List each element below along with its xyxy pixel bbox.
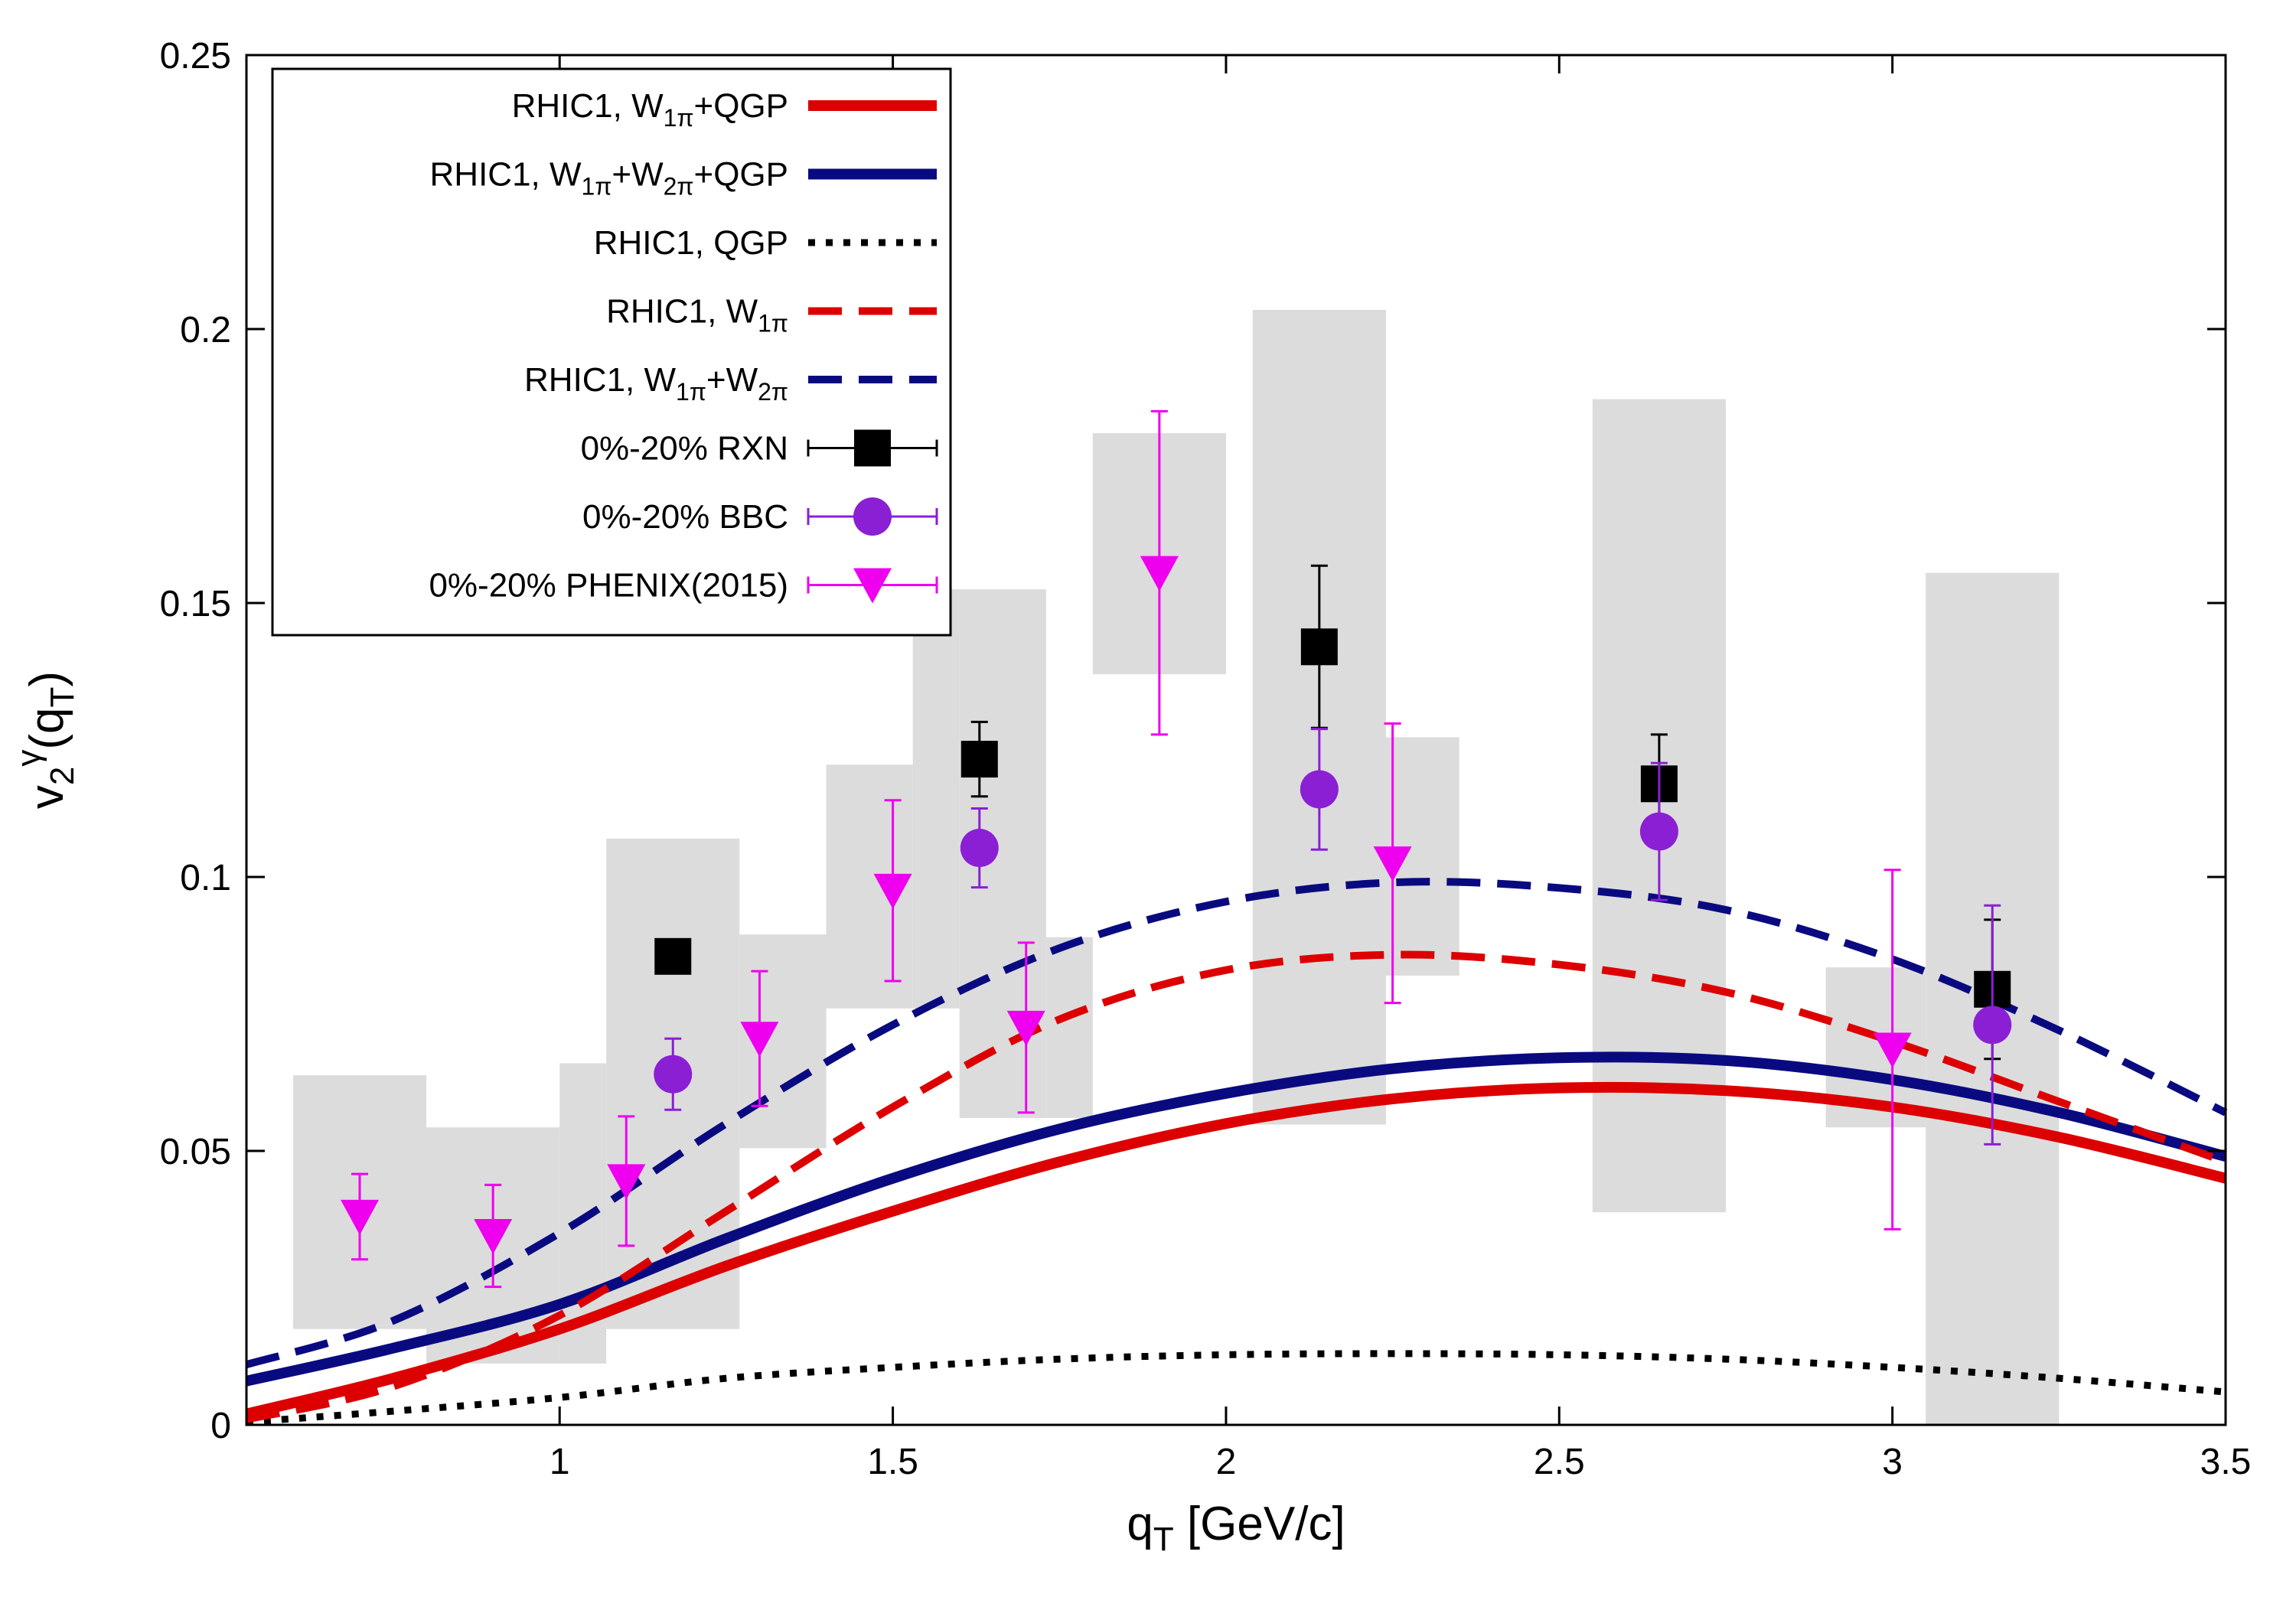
legend-label-part: 1π xyxy=(676,378,706,406)
systematic-box xyxy=(912,589,960,1009)
plot-frame xyxy=(245,54,2227,1426)
marker-phenix2015 xyxy=(873,873,912,909)
legend-label-part: +W xyxy=(706,361,758,399)
legend-label-part: RHIC1, W xyxy=(606,293,758,331)
legend-label-w1pi-w2pi-qgp: RHIC1, W1π+W2π+QGP xyxy=(430,156,788,200)
x-tick-label: 2.5 xyxy=(1534,1442,1585,1482)
y-axis-label-paren-sub: T xyxy=(44,687,81,708)
x-axis-label-main: q xyxy=(1127,1498,1153,1550)
x-tick-label: 1.5 xyxy=(867,1442,918,1482)
data-points xyxy=(341,409,2012,1289)
legend-label-w1pi: RHIC1, W1π xyxy=(606,293,788,337)
marker-phenix2015 xyxy=(474,1218,513,1254)
legend-label-part: 2π xyxy=(664,173,694,200)
legend-label-part: 1π xyxy=(664,104,694,132)
legend-label-rxn: 0%-20% RXN xyxy=(581,430,788,468)
marker-phenix2015 xyxy=(1873,1032,1912,1068)
x-axis-label: qT [GeV/c] xyxy=(1127,1498,1345,1558)
legend-label-part: 2π xyxy=(758,378,788,406)
legend-label-part: +QGP xyxy=(694,87,789,125)
legend-box xyxy=(271,67,952,637)
marker-rxn xyxy=(960,741,998,778)
legend-label-part: RHIC1, W xyxy=(430,156,582,194)
marker-rxn xyxy=(1300,628,1338,666)
legend-label-part: +W xyxy=(612,156,664,194)
x-tick-label: 3.5 xyxy=(2200,1442,2252,1482)
y-tick-label: 0.1 xyxy=(180,858,231,898)
marker-phenix2015 xyxy=(1373,846,1412,882)
y-tick-label: 0.15 xyxy=(160,584,231,624)
legend-label-phenix2015: 0%-20% PHENIX(2015) xyxy=(429,567,788,605)
systematic-box xyxy=(1045,937,1093,1119)
legend-label-part: 1π xyxy=(758,310,788,337)
marker-bbc xyxy=(960,829,999,868)
y-tick-label: 0.05 xyxy=(160,1132,231,1172)
x-tick-label: 1 xyxy=(550,1442,570,1482)
legend-label-qgp: RHIC1, QGP xyxy=(594,224,788,262)
y-axis-label-sub: 2 xyxy=(44,767,81,785)
marker-phenix2015 xyxy=(1006,1010,1045,1046)
marker-rxn xyxy=(654,937,692,975)
legend-label-bbc: 0%-20% BBC xyxy=(582,498,788,536)
legend-marker-rxn xyxy=(854,429,891,467)
y-tick-label: 0 xyxy=(210,1406,231,1446)
marker-bbc xyxy=(1639,812,1678,851)
legend-label-part: RHIC1, W xyxy=(512,87,664,125)
legend-label-w1pi-qgp: RHIC1, W1π+QGP xyxy=(512,87,788,132)
x-axis-label-unit: [GeV/c] xyxy=(1174,1498,1345,1550)
y-axis-label-sup: γ xyxy=(10,750,47,767)
marker-bbc xyxy=(1973,1006,2012,1045)
legend-marker-bbc xyxy=(853,497,892,536)
legend-label-part: 0%-20% BBC xyxy=(582,498,788,536)
marker-bbc xyxy=(1300,770,1339,809)
marker-bbc xyxy=(654,1054,693,1094)
x-tick-label: 3 xyxy=(1882,1442,1903,1482)
legend-label-part: 0%-20% RXN xyxy=(581,430,788,468)
y-tick-label: 0.2 xyxy=(180,310,231,350)
y-axis-label-close: ) xyxy=(21,671,73,687)
legend-label-part: RHIC1, QGP xyxy=(594,224,788,262)
y-axis-label: v2γ(qT) xyxy=(10,671,81,809)
x-tick-label: 2 xyxy=(1216,1442,1237,1482)
x-axis-label-sub: T xyxy=(1153,1521,1174,1558)
legend-marker-phenix2015 xyxy=(853,568,892,604)
marker-phenix2015 xyxy=(1140,556,1179,592)
y-axis-label-open: (q xyxy=(21,707,73,749)
legend-label-w1pi-w2pi: RHIC1, W1π+W2π xyxy=(524,361,788,406)
y-axis-label-main: v xyxy=(21,785,73,809)
marker-phenix2015 xyxy=(341,1199,380,1235)
y-tick-label: 0.25 xyxy=(160,36,231,77)
marker-phenix2015 xyxy=(607,1164,646,1200)
legend-label-part: RHIC1, W xyxy=(524,361,676,399)
legend-label-part: +QGP xyxy=(694,156,789,194)
marker-phenix2015 xyxy=(740,1022,779,1058)
curve-w1pi xyxy=(245,950,2227,1423)
legend-label-part: 1π xyxy=(582,173,612,200)
legend-label-part: 0%-20% PHENIX(2015) xyxy=(429,567,788,605)
